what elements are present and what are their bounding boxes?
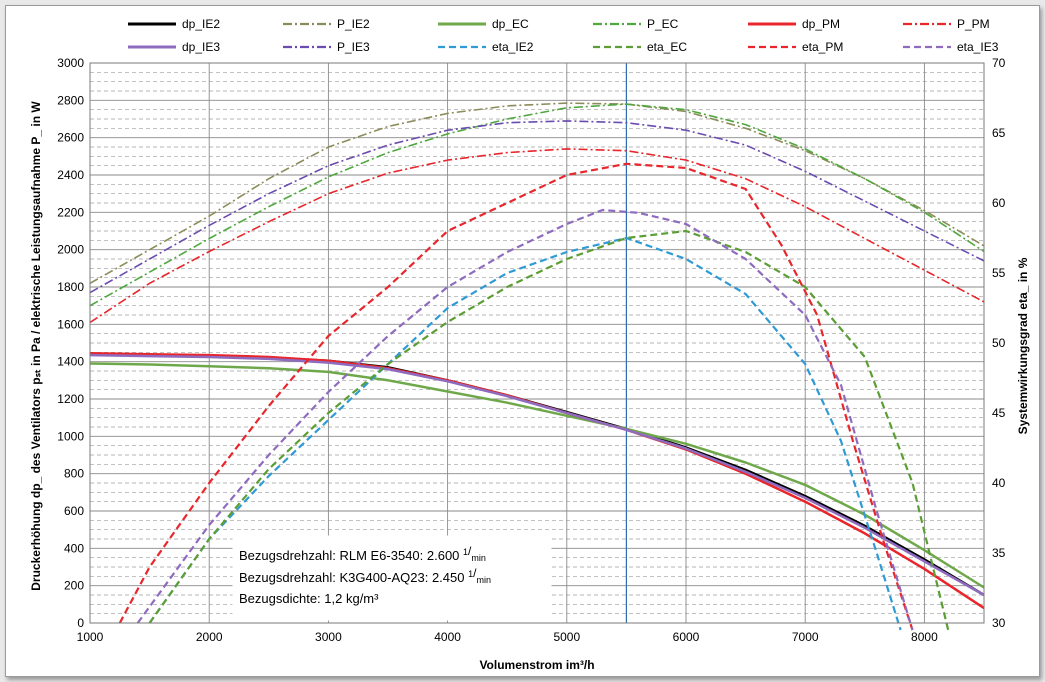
series-line-dp-ec <box>89 362 985 589</box>
right-tick-label: 50 <box>992 336 1006 350</box>
annotation-background <box>232 535 552 621</box>
series-group <box>89 102 985 631</box>
legend-label-p-ie3: P_IE3 <box>337 40 370 54</box>
left-tick-label: 2400 <box>57 168 84 182</box>
annotation-line-2: Bezugsdrehzahl: K3G400-AQ23: 2.450 1/min <box>239 566 491 585</box>
series-line-p-pm <box>89 148 985 324</box>
right-tick-label: 60 <box>992 196 1006 210</box>
legend-label-p-pm: P_PM <box>957 17 990 31</box>
right-tick-label: 30 <box>992 616 1006 630</box>
legend-label-dp-ie2: dp_IE2 <box>182 17 220 31</box>
left-tick-label: 1800 <box>57 280 84 294</box>
left-tick-label: 2200 <box>57 205 84 219</box>
left-tick-label: 3000 <box>57 56 84 70</box>
plot-area-border <box>89 62 985 624</box>
x-tick-label: 3000 <box>315 630 342 644</box>
left-tick-label: 400 <box>64 541 84 555</box>
x-tick-label: 6000 <box>673 630 700 644</box>
right-tick-label: 65 <box>992 126 1006 140</box>
series-line-dp-ie3 <box>89 353 985 597</box>
annotation-box: Bezugsdrehzahl: RLM E6-3540: 2.600 1/min… <box>232 535 552 621</box>
x-tick-label: 1000 <box>77 630 104 644</box>
legend: dp_IE2 P_IE2 dp_EC P_EC dp_PM P_PM dp_IE3 P_IE3… <box>128 17 999 54</box>
legend-label-dp-ie3: dp_IE3 <box>182 40 220 54</box>
x-axis-label: Volumenstrom im³/h <box>479 658 594 672</box>
x-tick-label: 4000 <box>434 630 461 644</box>
annotation-line-1: Bezugsdrehzahl: RLM E6-3540: 2.600 1/min <box>239 544 486 563</box>
left-tick-label: 1200 <box>57 392 84 406</box>
left-tick-label: 1400 <box>57 355 84 369</box>
series-line-p-ie2 <box>89 102 985 284</box>
right-tick-label: 45 <box>992 406 1006 420</box>
right-tick-label: 55 <box>992 266 1006 280</box>
x-tick-label: 2000 <box>196 630 223 644</box>
right-tick-label: 70 <box>992 56 1006 70</box>
tick-labels: 1000 2000 3000 4000 5000 6000 7000 8000 0 200 400 6… <box>57 56 1005 644</box>
right-axis-label: Systemwirkungsgrad eta_ in % <box>1016 257 1030 434</box>
left-tick-label: 600 <box>64 504 84 518</box>
legend-label-dp-pm: dp_PM <box>802 17 840 31</box>
left-tick-label: 2600 <box>57 131 84 145</box>
chart-frame: 1000 2000 3000 4000 5000 6000 7000 8000 0 200 400 6… <box>5 5 1040 677</box>
x-tick-label: 5000 <box>553 630 580 644</box>
left-tick-label: 1000 <box>57 429 84 443</box>
chart-svg: 1000 2000 3000 4000 5000 6000 7000 8000 0 200 400 6… <box>29 17 1030 672</box>
legend-label-eta-ec: eta_EC <box>647 40 687 54</box>
left-tick-label: 2000 <box>57 243 84 257</box>
legend-label-p-ie2: P_IE2 <box>337 17 370 31</box>
left-axis-label: Druckerhöhung dp_ des Ventilators pₛₜ in… <box>29 101 43 591</box>
left-tick-label: 1600 <box>57 317 84 331</box>
left-tick-label: 2800 <box>57 93 84 107</box>
right-tick-label: 35 <box>992 546 1006 560</box>
left-tick-label: 200 <box>64 579 84 593</box>
legend-label-eta-pm: eta_PM <box>802 40 843 54</box>
series-line-eta-ec <box>148 229 950 631</box>
series-line-eta-ie3 <box>136 208 914 631</box>
left-tick-label: 800 <box>64 467 84 481</box>
right-tick-label: 40 <box>992 476 1006 490</box>
x-tick-label: 7000 <box>792 630 819 644</box>
series-line-eta-pm <box>118 162 914 631</box>
series-line-eta-ie2 <box>148 236 902 631</box>
legend-label-p-ec: P_EC <box>647 17 679 31</box>
legend-label-eta-ie3: eta_IE3 <box>957 40 999 54</box>
series-line-p-ec <box>89 103 985 307</box>
legend-label-eta-ie2: eta_IE2 <box>492 40 534 54</box>
x-tick-label: 8000 <box>911 630 938 644</box>
left-tick-label: 0 <box>77 616 84 630</box>
series-line-p-ie3 <box>89 120 985 294</box>
annotation-line-3: Bezugsdichte: 1,2 kg/m³ <box>239 591 379 606</box>
legend-label-dp-ec: dp_EC <box>492 17 529 31</box>
